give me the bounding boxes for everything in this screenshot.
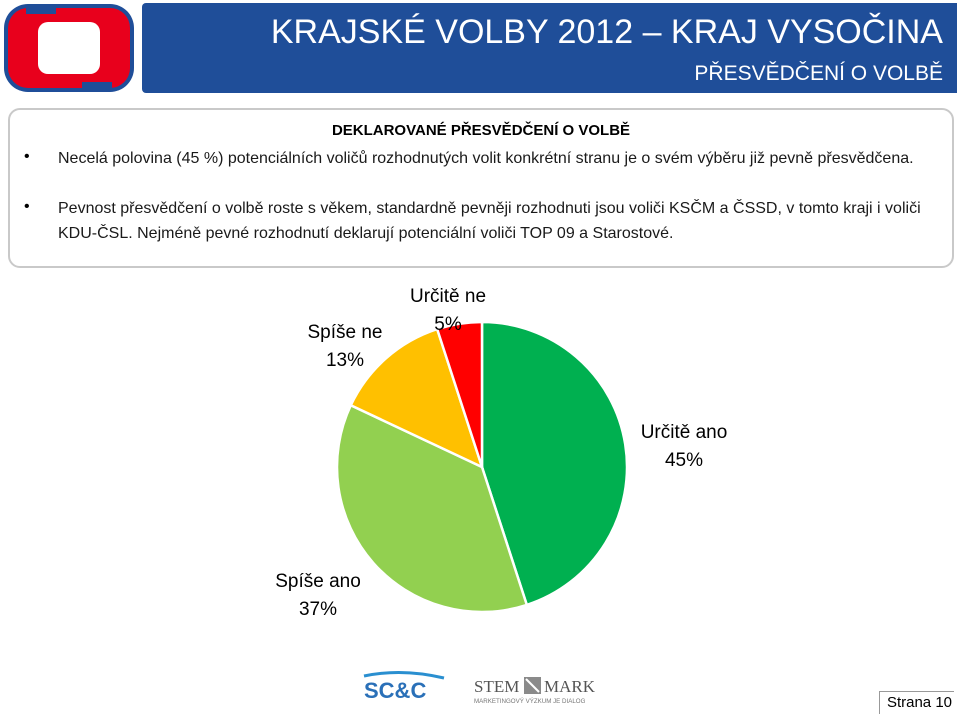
slice-name-label: Spíše ne — [308, 322, 383, 343]
page-number: Strana 10 — [879, 691, 954, 714]
summary-bullet-2: Pevnost přesvědčení o volbě roste s věke… — [58, 200, 921, 242]
scc-logo-text: SC&C — [364, 678, 426, 703]
header-banner: KRAJSKÉ VOLBY 2012 – KRAJ VYSOČINA PŘESV… — [142, 3, 957, 93]
page-title: KRAJSKÉ VOLBY 2012 – KRAJ VYSOČINA — [270, 13, 943, 51]
pie-slice — [480, 320, 629, 607]
slice-name-label: Spíše ano — [275, 571, 361, 592]
ct-logo — [4, 4, 134, 92]
pie-chart: Určitě ano 45% Spíše ano 37% Spíše ne 13% Urči… — [275, 286, 728, 620]
slice-value-label: 37% — [299, 599, 337, 620]
pie-slice — [335, 403, 529, 614]
slice-value-label: 5% — [434, 314, 462, 335]
stemmark-logo-text-1: STEM — [474, 677, 519, 696]
slice-value-label: 13% — [326, 350, 364, 371]
summary-bullet-1: Necelá polovina (45 %) potenciálních vol… — [58, 150, 914, 167]
summary-heading: DEKLAROVANÉ PŘESVĚDČENÍ O VOLBĚ — [331, 122, 631, 139]
pie-slice — [349, 327, 485, 470]
slice-value-label: 45% — [665, 450, 703, 471]
summary-box: DEKLAROVANÉ PŘESVĚDČENÍ O VOLBĚ • Necelá… — [8, 108, 954, 268]
bullet-icon: • — [24, 198, 30, 215]
page-subtitle: PŘESVĚDČENÍ O VOLBĚ — [694, 62, 943, 85]
pie-slice — [435, 320, 484, 468]
scc-logo: SC&C — [363, 670, 445, 703]
slice-name-label: Určitě ne — [410, 286, 486, 307]
stemmark-tagline: MARKETINGOVÝ VÝZKUM JE DIALOG — [474, 698, 586, 705]
stemmark-logo-text-2: MARK — [544, 677, 596, 696]
slice-name-label: Určitě ano — [641, 422, 728, 443]
bullet-icon: • — [24, 148, 30, 165]
stemmark-logo: STEM MARK MARKETINGOVÝ VÝZKUM JE DIALOG — [474, 677, 596, 705]
